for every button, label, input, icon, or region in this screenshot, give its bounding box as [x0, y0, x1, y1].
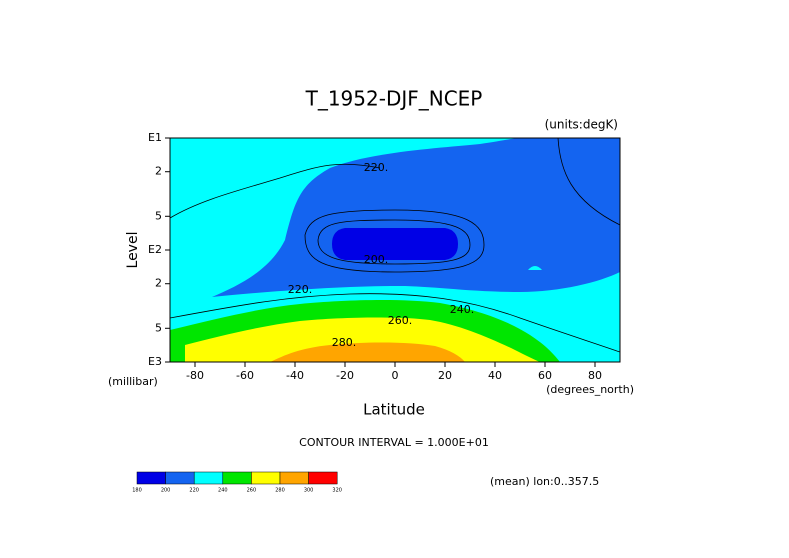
- x-units: (degrees_north): [546, 383, 634, 396]
- colorbar-swatch: [308, 471, 338, 485]
- contour-line: [304, 209, 485, 273]
- x-tick-label: 0: [392, 369, 399, 382]
- x-tick-label: -40: [286, 369, 304, 382]
- contour-band: [270, 342, 465, 362]
- colorbar-label: 180: [132, 488, 142, 494]
- contour-label: 200.: [364, 253, 389, 266]
- y-tick-label: 5: [155, 209, 162, 222]
- contour-label: 220.: [364, 161, 389, 174]
- x-tick-label: -20: [336, 369, 354, 382]
- contour-fill: [170, 138, 620, 362]
- y-tick-label: E3: [148, 355, 162, 368]
- contour-label: 260.: [388, 314, 413, 327]
- y-tick-label: E2: [148, 243, 162, 256]
- colorbar-swatch: [251, 471, 281, 485]
- contour-band: [528, 266, 542, 270]
- contour-line: [317, 219, 471, 265]
- contour-line: [170, 293, 620, 353]
- x-tick-label: 80: [588, 369, 602, 382]
- colorbar-label: 320: [332, 488, 342, 494]
- colorbar-swatch: [165, 471, 195, 485]
- colorbar-swatch: [193, 471, 224, 485]
- y-tick-label: 2: [155, 277, 162, 290]
- contour-band: [185, 317, 540, 362]
- y-units: (millibar): [108, 375, 158, 388]
- contour-label: 240.: [450, 303, 475, 316]
- colorbar-swatch: [136, 471, 166, 485]
- contour-line: [557, 138, 620, 226]
- x-tick-label: -60: [236, 369, 254, 382]
- contour-band: [332, 228, 458, 260]
- x-tick-label: -80: [186, 369, 204, 382]
- x-axis-label: Latitude: [363, 401, 425, 419]
- chart-title: T_1952-DJF_NCEP: [305, 87, 483, 111]
- x-tick-label: 40: [488, 369, 502, 382]
- x-tick-label: 60: [538, 369, 552, 382]
- colorbar-label: 300: [304, 488, 314, 494]
- colorbar-label: 260: [247, 488, 257, 494]
- contour-label: 280.: [332, 336, 357, 349]
- y-axis-label: Level: [125, 232, 141, 269]
- colorbar-label: 220: [189, 488, 199, 494]
- y-tick-label: 5: [155, 321, 162, 334]
- colorbar-label: 240: [218, 488, 228, 494]
- colorbar-swatch: [279, 471, 309, 485]
- contour-line: [170, 163, 381, 219]
- footnote: CONTOUR INTERVAL = 1.000E+01: [299, 436, 489, 449]
- units-label: (units:degK): [545, 118, 618, 132]
- x-tick-label: 20: [438, 369, 452, 382]
- y-tick-label: E1: [148, 131, 162, 144]
- colorbar-label: 280: [275, 488, 285, 494]
- colorbar-label: 200: [161, 488, 171, 494]
- y-tick-label: 2: [155, 165, 162, 178]
- contour-label: 220.: [288, 283, 313, 296]
- colorbar-swatch: [222, 471, 252, 485]
- contour-band: [212, 138, 620, 297]
- region-note: (mean) lon:0..357.5: [490, 475, 599, 488]
